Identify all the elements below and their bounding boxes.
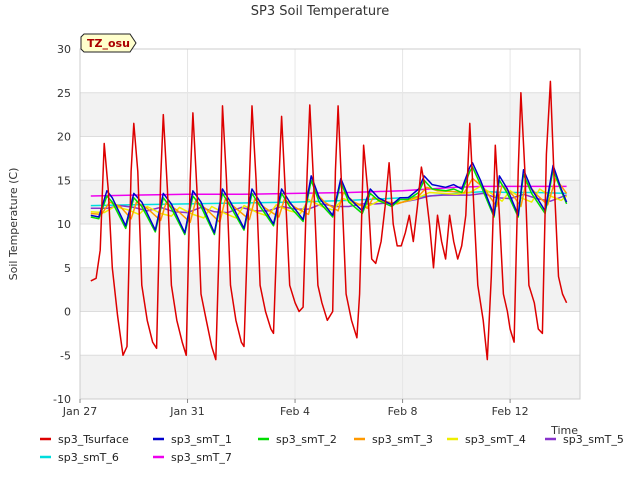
plot-band — [80, 267, 580, 312]
plot-band — [80, 355, 580, 399]
series-layer — [90, 80, 568, 361]
plot-band — [80, 92, 580, 137]
y-tick-label: -5 — [60, 349, 71, 362]
y-tick-label: 0 — [64, 306, 71, 319]
y-tick-label: -10 — [53, 393, 71, 406]
y-tick-label: 25 — [57, 87, 71, 100]
x-tick-label: Feb 4 — [280, 405, 310, 418]
y-axis-ticks: -10 -5 0 5 10 15 20 25 30 — [53, 43, 71, 406]
series-line-sp3_Tsurface — [90, 80, 568, 361]
y-tick-label: 15 — [57, 174, 71, 187]
x-tick-label: Jan 31 — [169, 405, 204, 418]
y-axis-label: Soil Temperature (C) — [7, 168, 20, 281]
chart-title: SP3 Soil Temperature — [251, 4, 389, 19]
series-line-sp3_smT_3 — [90, 177, 568, 224]
y-tick-label: 30 — [57, 43, 71, 56]
x-tick-label: Jan 27 — [62, 405, 97, 418]
legend-label: sp3_smT_5 — [563, 433, 624, 446]
y-tick-label: 5 — [64, 262, 71, 275]
x-tick-label: Feb 12 — [492, 405, 529, 418]
site-badge: TZ_osu — [80, 33, 137, 53]
legend-label: sp3_smT_7 — [171, 451, 232, 464]
x-axis-ticks: Jan 27 Jan 31 Feb 4 Feb 8 Feb 12 — [62, 399, 529, 418]
legend-label: sp3_smT_6 — [58, 451, 119, 464]
x-axis-label: Time — [550, 424, 578, 437]
legend-label: sp3_smT_2 — [276, 433, 337, 446]
legend: sp3_Tsurface sp3_smT_1 sp3_smT_2 sp3_smT_3 s… — [40, 433, 624, 464]
x-tick-label: Feb 8 — [388, 405, 418, 418]
legend-label: sp3_smT_4 — [465, 433, 526, 446]
legend-label: sp3_smT_1 — [171, 433, 232, 446]
legend-label: sp3_Tsurface — [58, 433, 129, 446]
legend-label: sp3_smT_3 — [372, 433, 433, 446]
site-badge-label: TZ_osu — [87, 37, 130, 50]
plot-frame — [79, 48, 581, 400]
y-tick-label: 10 — [57, 218, 71, 231]
y-tick-label: 20 — [57, 131, 71, 144]
